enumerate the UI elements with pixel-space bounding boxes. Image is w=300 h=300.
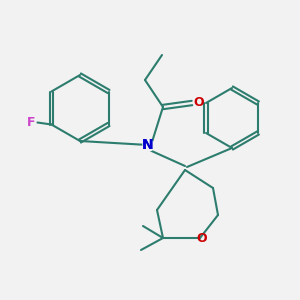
Text: F: F [27,116,36,129]
Text: N: N [142,138,154,152]
Text: O: O [194,97,204,110]
Text: N: N [142,138,154,152]
Text: O: O [197,232,207,244]
